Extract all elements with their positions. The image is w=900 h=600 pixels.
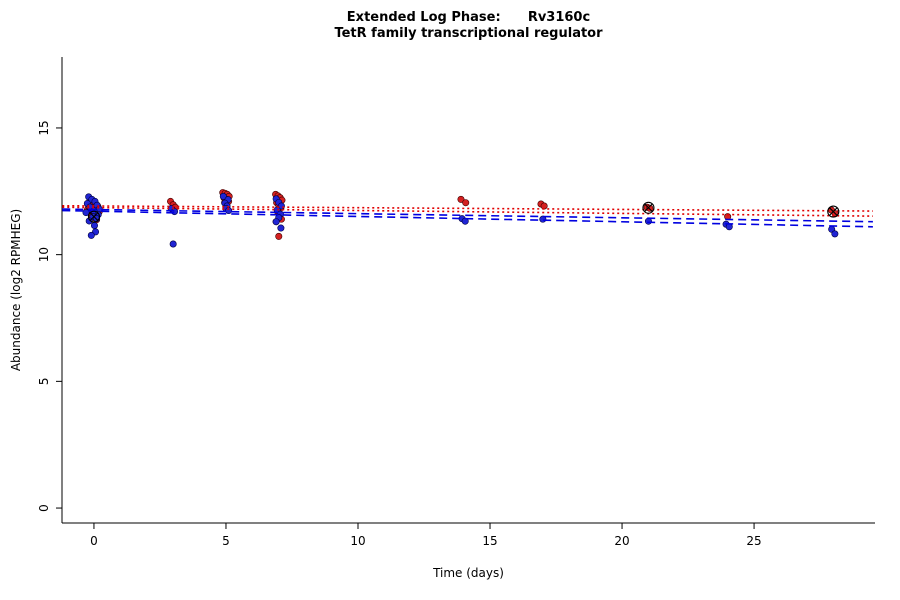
data-point-red bbox=[462, 199, 470, 207]
circle-x-marker-diag bbox=[644, 203, 653, 213]
data-point-blue bbox=[90, 222, 98, 230]
x-tick-label: 20 bbox=[614, 534, 629, 548]
trend-line-red-1 bbox=[62, 204, 873, 212]
circle-x-marker-diag bbox=[89, 212, 99, 221]
data-point-blue bbox=[831, 230, 839, 238]
trend-line-red-2 bbox=[62, 206, 873, 217]
x-tick-label: 5 bbox=[222, 534, 230, 548]
data-point-blue bbox=[82, 209, 90, 217]
data-point-blue bbox=[87, 231, 95, 239]
circle-x-marker bbox=[827, 205, 840, 218]
data-point-blue bbox=[170, 208, 178, 216]
y-axis-title: Abundance (log2 RPMHEG) bbox=[9, 209, 23, 371]
x-tick-label: 10 bbox=[350, 534, 365, 548]
data-point-blue bbox=[219, 192, 227, 200]
data-point-blue bbox=[272, 218, 280, 226]
trend-line-blue-4 bbox=[62, 209, 873, 228]
circle-x-marker bbox=[87, 210, 100, 223]
circle-x-marker bbox=[642, 201, 655, 214]
y-tick-label: 0 bbox=[37, 504, 51, 512]
y-tick-label: 15 bbox=[37, 120, 51, 135]
chart-title: Extended Log Phase: Rv3160c bbox=[346, 10, 591, 25]
data-point-blue bbox=[169, 240, 177, 248]
trend-line-blue-3 bbox=[62, 208, 873, 223]
chart-titles: Extended Log Phase: Rv3160c TetR family … bbox=[62, 10, 875, 42]
x-tick-label: 0 bbox=[90, 534, 98, 548]
data-point-blue bbox=[277, 224, 285, 232]
y-tick-label: 10 bbox=[37, 247, 51, 262]
data-point-red bbox=[457, 195, 465, 203]
y-tick-label: 5 bbox=[37, 378, 51, 386]
circle-x-marker-diag bbox=[829, 207, 838, 216]
x-tick-label: 15 bbox=[482, 534, 497, 548]
data-point-red bbox=[275, 232, 283, 240]
x-axis-title: Time (days) bbox=[432, 566, 504, 580]
x-tick-label: 25 bbox=[746, 534, 761, 548]
chart-subtitle: TetR family transcriptional regulator bbox=[334, 26, 603, 41]
